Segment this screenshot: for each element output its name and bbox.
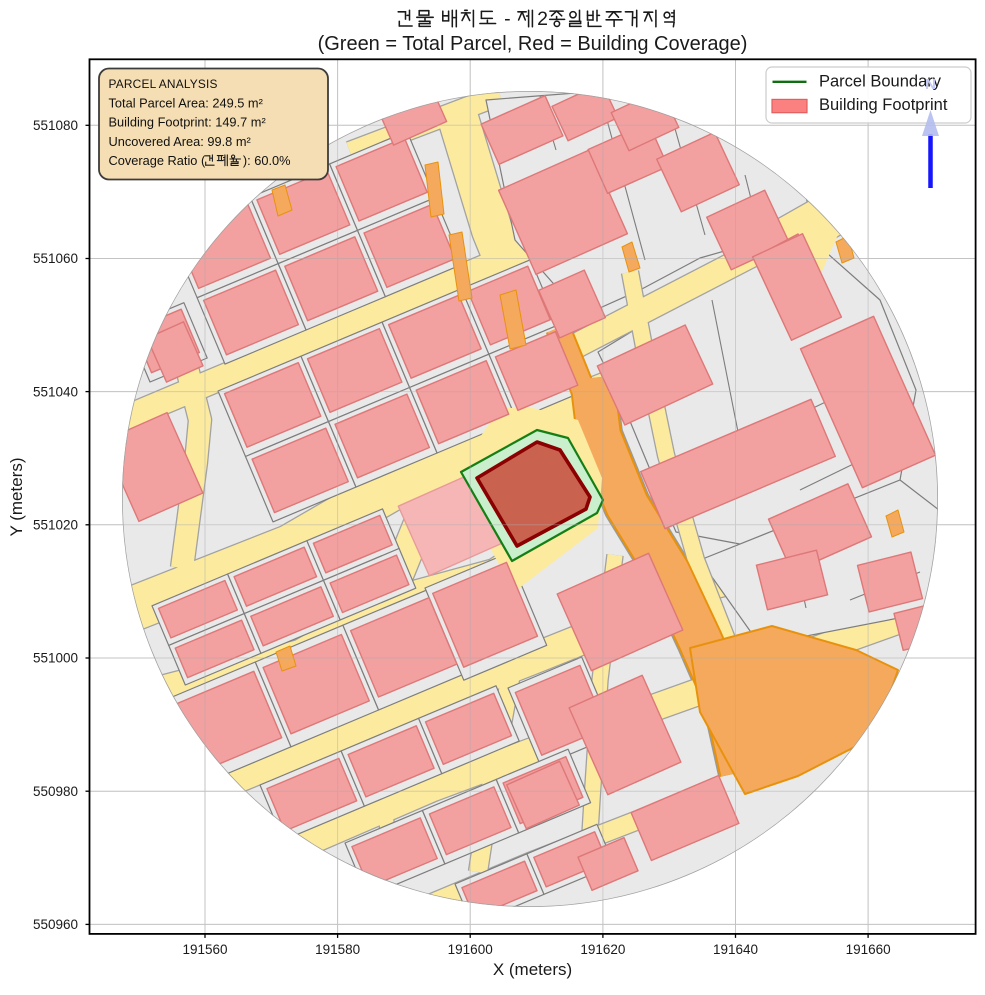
- svg-text:2: 2: [537, 8, 548, 30]
- svg-text:191580: 191580: [315, 942, 360, 957]
- svg-text:550980: 550980: [33, 784, 78, 799]
- svg-text:551040: 551040: [33, 384, 78, 399]
- svg-text:-: -: [504, 8, 511, 30]
- svg-text:X (meters): X (meters): [493, 960, 572, 979]
- svg-text:Uncovered Area: 99.8 m²: Uncovered Area: 99.8 m²: [109, 134, 252, 149]
- svg-text:(Green = Total Parcel, Red = B: (Green = Total Parcel, Red = Building Co…: [318, 33, 748, 55]
- svg-text:191560: 191560: [182, 942, 227, 957]
- svg-text:Total Parcel Area: 249.5 m²: Total Parcel Area: 249.5 m²: [109, 95, 264, 110]
- svg-text:191660: 191660: [846, 942, 891, 957]
- svg-text:Building Footprint: Building Footprint: [819, 96, 948, 114]
- svg-text:Parcel Boundary: Parcel Boundary: [819, 73, 942, 91]
- svg-text:N: N: [925, 76, 936, 93]
- svg-text:PARCEL ANALYSIS: PARCEL ANALYSIS: [109, 77, 218, 91]
- svg-text:191600: 191600: [448, 942, 493, 957]
- svg-text:551080: 551080: [33, 118, 78, 133]
- svg-text:191620: 191620: [580, 942, 625, 957]
- svg-text:Coverage Ratio (: Coverage Ratio (: [109, 153, 206, 168]
- svg-text:551000: 551000: [33, 651, 78, 666]
- svg-text:551020: 551020: [33, 518, 78, 533]
- svg-text:Building Footprint: 149.7 m²: Building Footprint: 149.7 m²: [109, 115, 267, 130]
- svg-text:Y (meters): Y (meters): [7, 457, 26, 536]
- svg-text:191640: 191640: [713, 942, 758, 957]
- svg-text:550960: 550960: [33, 917, 78, 932]
- svg-text:): 60.0%: ): 60.0%: [243, 153, 291, 168]
- svg-text:551060: 551060: [33, 251, 78, 266]
